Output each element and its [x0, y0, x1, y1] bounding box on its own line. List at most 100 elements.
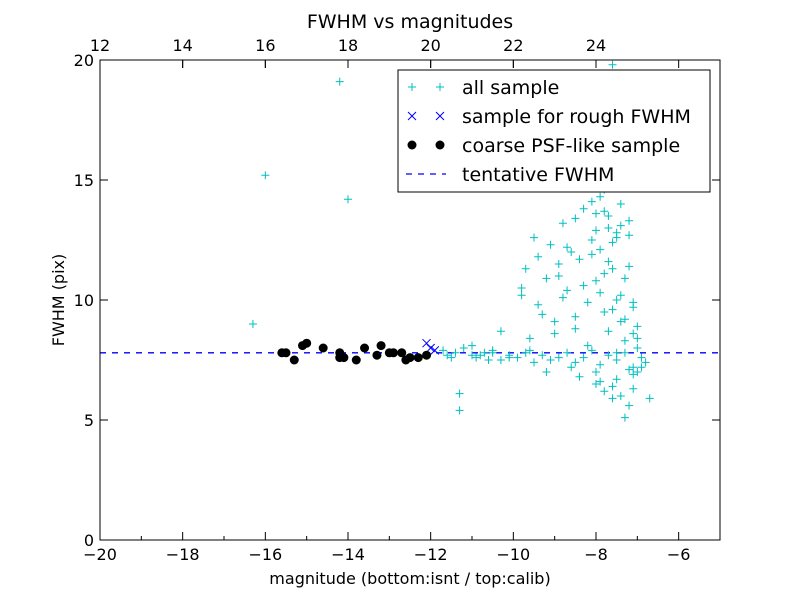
legend-label: tentative FWHM: [462, 164, 614, 186]
all-sample-point: [530, 233, 538, 242]
all-sample-point: [641, 358, 650, 367]
all-sample-point: [587, 236, 596, 244]
x-tick-label: −18: [166, 545, 200, 564]
all-sample-point: [620, 336, 629, 345]
all-sample-point: [596, 360, 605, 369]
top-x-tick-label: 20: [420, 36, 440, 55]
coarse-psf-point: [360, 343, 370, 353]
all-sample-point: [563, 286, 572, 295]
all-sample-point: [583, 341, 592, 350]
legend-label: all sample: [462, 77, 559, 99]
coarse-psf-point: [318, 343, 328, 353]
all-sample-point: [608, 382, 617, 391]
all-sample-point: [600, 308, 609, 316]
rough-fwhm-point: [426, 343, 436, 353]
all-sample-point: [439, 346, 448, 355]
all-sample-point: [600, 207, 609, 216]
legend-rough-fwhm-marker: [407, 111, 417, 121]
all-sample-point: [517, 284, 526, 292]
all-sample-point: [620, 413, 629, 422]
x-axis-label: magnitude (bottom:isnt / top:calib): [269, 569, 550, 588]
all-sample-point: [592, 368, 600, 376]
all-sample-point: [488, 346, 497, 355]
top-x-tick-label: 14: [172, 36, 192, 55]
coarse-psf-point: [405, 353, 415, 363]
coarse-psf-point: [372, 350, 382, 360]
all-sample-point: [513, 353, 522, 362]
all-sample-point: [472, 353, 481, 362]
top-x-tick-label: 12: [90, 36, 110, 55]
all-sample-point: [525, 346, 534, 355]
all-sample-point: [468, 341, 476, 350]
all-sample-point: [637, 363, 646, 372]
all-sample-point: [480, 348, 489, 357]
all-sample-point: [484, 356, 493, 364]
all-sample-point: [571, 312, 580, 321]
all-sample-point: [645, 394, 654, 403]
coarse-psf-point: [289, 355, 299, 365]
legend-coarse-psf-marker: [407, 140, 417, 150]
all-sample-point: [587, 197, 596, 206]
x-tick-label: −8: [584, 545, 608, 564]
coarse-psf-point: [422, 350, 432, 360]
all-sample-point: [517, 291, 526, 300]
all-sample-point: [248, 320, 257, 328]
all-sample-point: [600, 269, 609, 278]
all-sample-point: [468, 351, 476, 360]
all-sample-point: [596, 377, 605, 386]
legend-rough-fwhm-marker: [435, 111, 445, 121]
all-sample-point: [455, 406, 464, 415]
all-sample-point: [592, 276, 600, 285]
all-sample-point: [496, 356, 505, 364]
all-sample-point: [455, 389, 464, 398]
legend-label: coarse PSF-like sample: [462, 135, 680, 157]
all-sample-point: [637, 353, 646, 362]
all-sample-point: [625, 365, 634, 374]
all-sample-point: [616, 291, 625, 300]
all-sample-point: [567, 248, 576, 256]
all-sample-point: [538, 310, 547, 319]
x-tick-label: −20: [83, 545, 117, 564]
all-sample-point: [571, 358, 580, 367]
coarse-psf-point: [413, 353, 423, 363]
coarse-psf-point: [302, 338, 312, 348]
y-tick-label: 5: [84, 411, 94, 430]
all-sample-point: [625, 231, 634, 240]
all-sample-point: [604, 351, 613, 360]
top-x-tick-label: 22: [503, 36, 523, 55]
all-sample-point: [629, 363, 638, 372]
all-sample-point: [596, 288, 605, 297]
all-sample-point: [554, 353, 563, 362]
coarse-psf-point: [388, 348, 398, 358]
all-sample-point: [600, 387, 609, 396]
all-sample-point: [344, 195, 352, 204]
top-x-tick-label: 24: [586, 36, 606, 55]
all-sample-point: [612, 233, 621, 242]
all-sample-point: [563, 348, 572, 357]
all-sample-point: [620, 348, 629, 357]
all-sample-point: [608, 305, 617, 314]
all-sample-point: [443, 351, 452, 360]
all-sample-point: [575, 372, 584, 381]
all-sample-point: [616, 317, 625, 326]
all-sample-point: [554, 272, 563, 280]
all-sample-point: [625, 262, 634, 271]
x-tick-label: −6: [667, 545, 691, 564]
all-sample-point: [579, 281, 588, 290]
all-sample-point: [608, 60, 617, 69]
x-tick-label: −14: [331, 545, 365, 564]
all-sample-point: [525, 334, 534, 343]
all-sample-point: [629, 370, 638, 379]
x-tick-label: −16: [248, 545, 282, 564]
all-sample-point: [592, 226, 600, 235]
all-sample-point: [550, 329, 559, 338]
y-tick-label: 0: [84, 531, 94, 550]
all-sample-point: [612, 296, 621, 304]
all-sample-point: [608, 264, 617, 273]
all-sample-point: [633, 334, 642, 343]
all-sample-point: [558, 293, 567, 302]
chart-legend: all sample sample for rough FWHM coarse PS…: [397, 69, 711, 193]
all-sample-point: [459, 344, 468, 352]
